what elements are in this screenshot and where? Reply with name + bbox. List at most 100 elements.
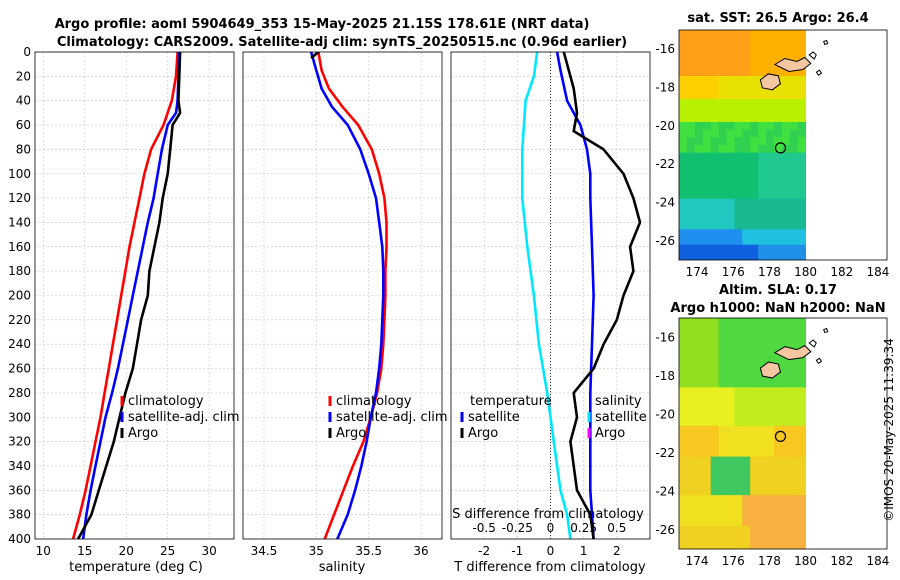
map-cell [750,152,759,161]
map-cell [789,333,799,342]
map-cell [718,160,728,169]
map-cell [742,502,751,512]
y-tick-label: 100 [8,167,31,181]
map-cell [774,425,783,435]
map-cell [679,83,688,92]
map-cell [702,341,712,350]
map-cell [702,168,712,177]
map-cell [774,37,783,46]
map-cell [789,510,799,519]
map-cell [774,456,783,465]
map-cell [726,487,735,496]
map-cell [718,479,728,488]
difference-panel: -2 -1 0 1 2-0.5 -0.25 0 0.25 0.5temperaturesatel… [450,51,651,558]
map-cell [742,510,751,519]
map-cell [797,168,806,177]
map-cell [710,229,720,238]
map-cell [797,76,806,85]
map-cell [766,518,775,527]
map-cell [750,487,759,496]
map-cell [694,318,704,327]
map-cell [718,244,728,253]
map-cell [797,456,806,465]
map-cell [742,137,751,146]
map-cell [726,114,735,123]
map-cell [726,456,735,465]
map-cell [781,541,791,549]
map-cell [686,379,696,388]
map-cell [734,495,743,504]
map-cell [686,356,696,365]
map-y-tick-label: -24 [655,196,675,210]
map-cell [766,325,775,334]
map-cell [797,495,806,504]
map-cell [789,76,799,85]
map-cell [686,198,696,207]
map-cell [789,91,799,100]
map-cell [789,214,799,223]
map-cell [758,160,767,169]
map-cell [742,395,751,404]
x-tick-label: 20 [119,544,134,558]
map-cell [679,45,688,54]
map-cell [797,341,806,350]
map-cell [750,183,759,192]
map-cell [694,114,704,123]
map-cell [726,221,735,230]
map-cell [702,60,712,69]
map-cell [758,356,767,365]
map-cell [686,91,696,100]
map-cell [789,495,799,504]
map-cell [679,402,688,411]
map-cell [694,533,704,542]
y-tick-label: 20 [16,69,31,83]
map-cell [758,541,767,549]
map-cell [750,175,759,184]
map-cell [726,252,735,260]
map-cell [766,129,775,138]
map-cell [797,114,806,123]
map-cell [781,356,791,365]
map-cell [781,152,791,161]
map-cell [686,37,696,46]
map-cell [686,371,696,381]
map-cell [766,53,775,62]
map-cell [766,106,775,115]
map-cell [758,379,767,388]
map-cell [686,441,696,450]
map-cell [679,487,688,496]
map-cell [797,68,806,77]
x-tick-label: -2 [478,544,490,558]
sst-map-field [679,30,806,260]
map-cell [710,533,720,542]
map-cell [718,418,728,427]
map-cell [734,348,743,358]
map-cell [742,237,751,246]
map-cell [694,387,704,396]
map-cell [789,30,799,39]
map-cell [726,356,735,365]
map-cell [781,83,791,92]
map-cell [750,348,759,358]
map-cell [718,356,728,365]
map-x-tick-label: 182 [830,554,853,568]
map-cell [726,479,735,488]
map-cell [679,456,688,465]
map-cell [686,433,696,442]
map-cell [781,318,791,327]
map-cell [702,379,712,388]
map-cell [758,114,767,123]
map-cell [758,387,767,396]
map-cell [742,341,751,350]
map-cell [774,541,783,549]
map-cell [774,387,783,396]
map-cell [774,379,783,388]
map-cell [766,37,775,46]
map-cell [734,533,743,542]
map-cell [797,221,806,230]
map-cell [702,410,712,419]
map-cell [774,433,783,442]
map-cell [718,410,728,419]
map-cell [797,229,806,238]
map-cell [734,145,743,154]
